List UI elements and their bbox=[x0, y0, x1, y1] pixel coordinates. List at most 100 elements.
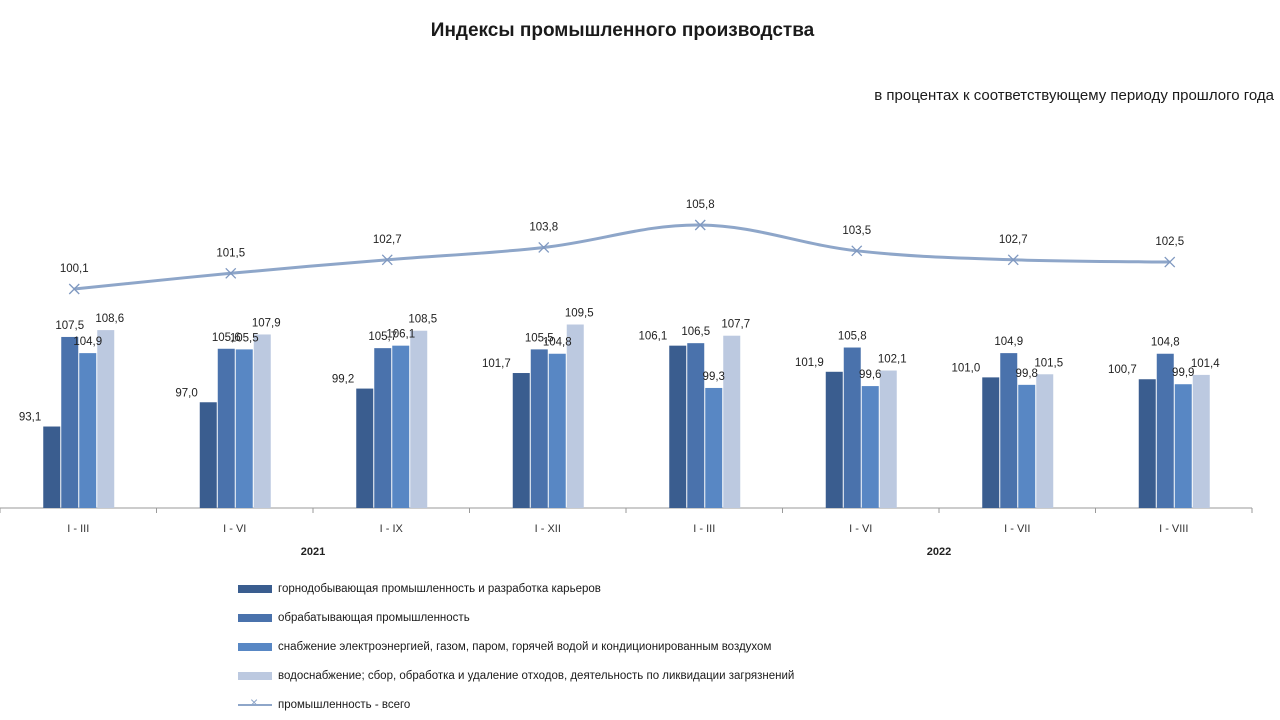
bar-data-label: 102,1 bbox=[878, 354, 907, 366]
line-marker bbox=[851, 245, 863, 257]
bar-data-label: 97,0 bbox=[175, 387, 197, 399]
bar-3 bbox=[79, 353, 97, 508]
bar-2 bbox=[61, 336, 79, 508]
line-data-label: 103,8 bbox=[529, 221, 558, 233]
legend-item-water: водоснабжение; сбор, обработка и удалени… bbox=[238, 661, 794, 690]
bar-data-label: 100,7 bbox=[1108, 364, 1137, 376]
year-label: 2022 bbox=[927, 546, 951, 558]
line-marker bbox=[1007, 254, 1019, 266]
legend-label-total: промышленность - всего bbox=[278, 698, 411, 711]
legend-label-energy: снабжение электроэнергией, газом, паром,… bbox=[278, 640, 772, 653]
bar-4 bbox=[723, 335, 741, 508]
bar-data-label: 104,9 bbox=[994, 336, 1023, 348]
legend-item-manufacturing: обрабатывающая промышленность bbox=[238, 603, 794, 632]
bar-data-label: 107,9 bbox=[252, 317, 281, 329]
legend-swatch-mining bbox=[238, 584, 272, 593]
bar-data-label: 99,6 bbox=[859, 369, 881, 381]
legend-swatch-manufacturing bbox=[238, 613, 272, 622]
legend-label-water: водоснабжение; сбор, обработка и удалени… bbox=[278, 669, 795, 682]
bar-2 bbox=[843, 347, 861, 508]
legend-item-mining: горнодобывающая промышленность и разрабо… bbox=[238, 574, 794, 603]
bar-data-label: 106,1 bbox=[638, 331, 667, 343]
bar-data-label: 105,7 bbox=[368, 331, 397, 343]
legend-item-energy: снабжение электроэнергией, газом, паром,… bbox=[238, 632, 794, 661]
legend-label-mining: горнодобывающая промышленность и разрабо… bbox=[278, 582, 601, 595]
bar-data-label: 101,7 bbox=[482, 358, 511, 370]
bar-2 bbox=[1156, 353, 1174, 508]
bar-4 bbox=[566, 324, 584, 508]
bar-1 bbox=[982, 377, 1000, 508]
line-marker bbox=[538, 241, 550, 253]
legend-swatch-energy bbox=[238, 642, 272, 651]
chart-subtitle: в процентах к соответствующему периоду п… bbox=[874, 87, 1274, 104]
line-data-label: 101,5 bbox=[216, 247, 245, 259]
bar-2 bbox=[687, 343, 705, 508]
bar-4 bbox=[253, 334, 271, 508]
line-marker bbox=[1164, 256, 1176, 268]
bar-data-label: 108,6 bbox=[95, 313, 124, 325]
bar-data-label: 105,6 bbox=[212, 332, 241, 344]
line-marker bbox=[225, 267, 237, 279]
bar-data-label: 93,1 bbox=[19, 412, 41, 424]
bar-data-label: 101,0 bbox=[951, 362, 980, 374]
x-tick-label: I - III bbox=[67, 523, 89, 535]
legend-swatch-water bbox=[238, 671, 272, 680]
line-data-label: 105,8 bbox=[686, 199, 715, 211]
bar-4 bbox=[1192, 374, 1210, 508]
bar-3 bbox=[1018, 384, 1036, 508]
bar-3 bbox=[548, 353, 566, 508]
bar-1 bbox=[356, 388, 374, 508]
line-data-label: 103,5 bbox=[842, 225, 871, 237]
line-data-label: 102,5 bbox=[1155, 236, 1184, 248]
bar-data-label: 108,5 bbox=[408, 314, 437, 326]
bar-3 bbox=[1174, 384, 1192, 508]
bar-3 bbox=[392, 345, 410, 508]
x-tick-label: I - VII bbox=[1004, 523, 1030, 535]
bar-1 bbox=[43, 426, 61, 508]
bar-data-label: 101,4 bbox=[1191, 358, 1220, 370]
bar-data-label: 106,5 bbox=[681, 326, 710, 338]
bar-data-label: 107,5 bbox=[55, 320, 84, 332]
year-label: 2021 bbox=[301, 546, 325, 558]
x-tick-label: I - VI bbox=[849, 523, 872, 535]
x-tick-label: I - VI bbox=[223, 523, 246, 535]
bar-1 bbox=[1138, 379, 1156, 508]
bar-data-label: 99,9 bbox=[1172, 367, 1194, 379]
bar-data-label: 105,5 bbox=[525, 332, 554, 344]
bar-data-label: 104,8 bbox=[1151, 337, 1180, 349]
x-tick-label: I - III bbox=[693, 523, 715, 535]
line-data-label: 102,7 bbox=[999, 234, 1028, 246]
line-total bbox=[74, 223, 1170, 291]
line-data-label: 100,1 bbox=[60, 263, 89, 275]
bar-2 bbox=[217, 348, 235, 508]
legend-label-manufacturing: обрабатывающая промышленность bbox=[278, 611, 470, 624]
bar-2 bbox=[374, 348, 392, 508]
bar-1 bbox=[669, 345, 687, 508]
bar-3 bbox=[861, 386, 879, 508]
bar-data-label: 101,5 bbox=[1034, 357, 1063, 369]
bar-1 bbox=[199, 402, 217, 508]
bar-4 bbox=[410, 330, 428, 508]
bar-data-label: 109,5 bbox=[565, 308, 594, 320]
bar-data-label: 105,5 bbox=[230, 332, 259, 344]
bar-data-label: 105,8 bbox=[838, 331, 867, 343]
line-marker bbox=[694, 219, 706, 231]
bar-data-label: 104,8 bbox=[543, 337, 572, 349]
bar-2 bbox=[530, 349, 548, 508]
line-marker bbox=[68, 283, 80, 295]
line-marker bbox=[381, 254, 393, 266]
bar-2 bbox=[1000, 353, 1018, 508]
chart-title: Индексы промышленного производства bbox=[430, 20, 815, 41]
bar-data-label: 99,8 bbox=[1016, 368, 1038, 380]
legend-item-total: промышленность - всего bbox=[238, 690, 794, 719]
x-tick-label: I - VIII bbox=[1159, 523, 1188, 535]
bar-4 bbox=[1036, 374, 1054, 508]
line-data-label: 102,7 bbox=[373, 234, 402, 246]
bar-1 bbox=[512, 373, 530, 508]
bar-data-label: 106,1 bbox=[386, 329, 415, 341]
bar-1 bbox=[825, 371, 843, 508]
bar-data-label: 107,7 bbox=[721, 319, 750, 331]
x-tick-label: I - IX bbox=[380, 523, 404, 535]
bar-4 bbox=[97, 330, 115, 508]
